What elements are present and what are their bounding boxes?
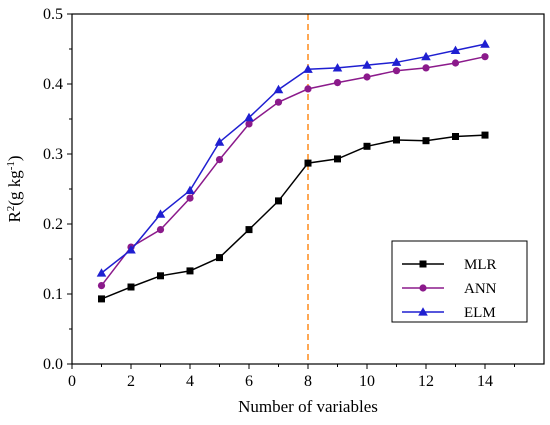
data-point-ann <box>274 98 283 106</box>
data-point-mlr <box>245 226 253 234</box>
y-tick-label: 0.3 <box>43 146 63 163</box>
data-point-mlr <box>186 267 194 275</box>
data-point-elm <box>332 63 343 72</box>
x-tick-label: 0 <box>68 373 76 390</box>
data-point-ann <box>97 282 106 290</box>
data-point-ann <box>333 79 342 87</box>
data-point-elm <box>303 64 313 73</box>
x-axis-title: Number of variables <box>238 397 378 416</box>
x-tick-label: 12 <box>418 373 434 390</box>
legend: MLR ANN ELM <box>391 240 528 323</box>
data-point-ann <box>186 194 194 202</box>
data-point-ann <box>451 59 460 67</box>
y-tick-label: 0.5 <box>43 6 63 23</box>
series-ann <box>97 53 489 290</box>
legend-marker <box>418 307 428 316</box>
data-point-ann <box>481 53 489 61</box>
data-point-mlr <box>216 254 223 262</box>
data-point-ann <box>422 64 430 72</box>
data-point-ann <box>392 67 401 75</box>
data-point-elm <box>185 185 195 194</box>
legend-item-ann: ANN <box>402 281 497 297</box>
series-line-ann <box>100 55 486 287</box>
legend-item-mlr: MLR <box>402 257 497 273</box>
series-elm <box>96 39 490 277</box>
data-point-mlr <box>452 133 459 140</box>
data-point-elm <box>480 39 490 48</box>
data-point-ann <box>363 73 371 81</box>
data-point-ann <box>304 85 312 93</box>
legend-label: MLR <box>464 257 497 273</box>
data-point-mlr <box>393 136 400 144</box>
x-tick-label: 14 <box>477 373 493 390</box>
data-point-mlr <box>98 295 105 303</box>
data-point-elm <box>244 112 254 122</box>
x-tick-label: 10 <box>359 373 375 390</box>
y-tick-label: 0.0 <box>43 356 63 373</box>
legend-marker <box>419 284 427 292</box>
data-point-elm <box>126 245 136 254</box>
x-tick-label: 4 <box>186 373 194 390</box>
legend-label: ELM <box>464 305 496 321</box>
series-mlr <box>98 131 489 303</box>
legend-item-elm: ELM <box>402 305 496 321</box>
legend-label: ANN <box>464 281 497 297</box>
data-point-ann <box>215 156 224 164</box>
series-line-elm <box>101 43 486 274</box>
legend-marker <box>419 260 427 268</box>
series-layer <box>96 39 490 303</box>
data-point-mlr <box>157 272 164 280</box>
data-point-mlr <box>481 131 489 139</box>
data-point-elm <box>96 268 107 277</box>
x-tick-label: 2 <box>127 373 135 390</box>
data-point-mlr <box>275 197 282 205</box>
series-line-mlr <box>101 134 486 300</box>
y-tick-label: 0.2 <box>43 216 63 233</box>
data-point-mlr <box>304 159 312 167</box>
data-point-elm <box>421 51 431 61</box>
data-point-elm <box>450 45 461 54</box>
data-point-mlr <box>127 283 135 291</box>
data-point-elm <box>362 60 372 69</box>
x-tick-label: 6 <box>245 373 253 390</box>
data-point-elm <box>155 209 166 218</box>
y-axis-title: R2(g kg-1) <box>5 155 24 222</box>
legend-box <box>391 240 528 323</box>
data-point-ann <box>156 226 165 234</box>
y-tick-label: 0.4 <box>43 76 63 93</box>
data-point-ann <box>245 120 253 128</box>
y-tick-label: 0.1 <box>43 286 63 303</box>
data-point-mlr <box>422 137 430 145</box>
data-point-mlr <box>363 142 371 150</box>
data-point-elm <box>214 137 225 146</box>
data-point-elm <box>273 84 284 94</box>
data-point-mlr <box>334 155 341 163</box>
axes-layer: 0 2 4 6 8 10 12 14 0.0 0.1 0.2 0.3 0.4 0.5 Number of v… <box>5 6 545 416</box>
data-point-elm <box>391 57 402 66</box>
x-tick-label: 8 <box>304 373 312 390</box>
